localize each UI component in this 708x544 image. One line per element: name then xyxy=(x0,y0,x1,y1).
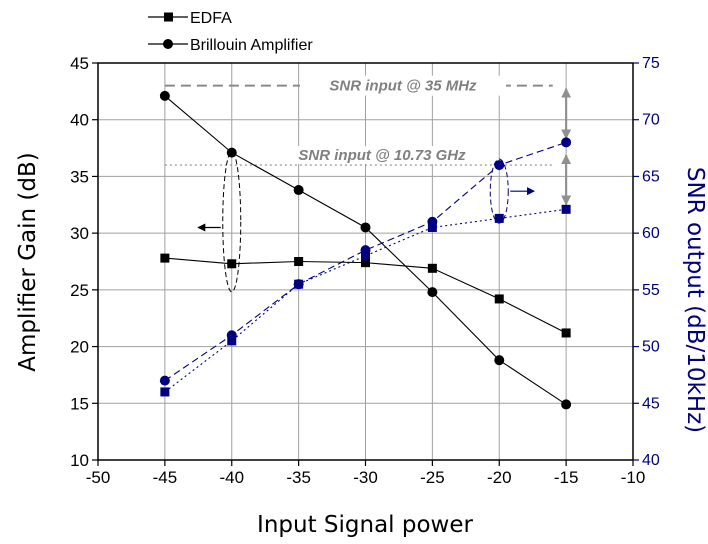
y-tick-label: 25 xyxy=(70,281,89,300)
series-3-point xyxy=(227,336,237,346)
snr-35mhz-label: SNR input @ 35 MHz xyxy=(329,78,477,95)
series-2-point xyxy=(494,355,505,366)
y2-tick-label: 55 xyxy=(642,282,660,299)
series-2-point xyxy=(293,185,304,196)
series-1-point xyxy=(561,328,571,338)
x-tick-label: -10 xyxy=(621,468,646,487)
x-tick-label: -15 xyxy=(554,468,579,487)
series-1-point xyxy=(361,258,370,268)
snr-1073ghz-label: SNR input @ 10.73 GHz xyxy=(298,147,466,164)
series-4-point xyxy=(159,375,170,386)
x-tick-label: -35 xyxy=(286,468,311,487)
y2-tick-label: 75 xyxy=(642,55,660,72)
series-2-point xyxy=(159,90,170,101)
y2-tick-label: 50 xyxy=(642,339,660,356)
y-tick-label: 40 xyxy=(70,111,89,130)
legend-label: Brillouin Amplifier xyxy=(190,37,313,54)
y-tick-label: 10 xyxy=(70,451,89,470)
series-1-point xyxy=(227,259,237,269)
annotations: SNR input @ 35 MHz SNR input @ 10.73 GHz xyxy=(164,75,572,293)
y2-axis-title: SNR output (dB/10kHz) xyxy=(682,167,708,433)
series-3-point xyxy=(561,204,571,214)
y-axis-title: Amplifier Gain (dB) xyxy=(15,152,41,371)
series-1-point xyxy=(427,263,437,273)
y2-tick-label: 65 xyxy=(642,168,660,185)
y2-tick-label: 45 xyxy=(642,395,660,412)
series-4-point xyxy=(494,160,505,171)
legend-marker xyxy=(163,39,173,49)
series-2-point xyxy=(360,222,371,233)
series-4-point xyxy=(360,245,371,256)
snr-35mhz-label-background xyxy=(300,75,506,96)
series-2-point xyxy=(561,399,572,410)
snr-1073ghz-label-background xyxy=(268,146,498,165)
x-tick-label: -20 xyxy=(487,468,512,487)
series-3-point xyxy=(427,222,437,232)
series-3-point xyxy=(361,251,370,261)
left-axis-ellipse xyxy=(222,151,242,293)
series-1-point xyxy=(494,294,504,304)
x-tick-label: -45 xyxy=(153,468,178,487)
y-tick-label: 35 xyxy=(70,167,89,186)
series-1-point xyxy=(294,257,304,266)
series-2-point xyxy=(226,147,237,158)
y2-tick-label: 70 xyxy=(642,112,660,129)
series-3-point xyxy=(160,387,170,397)
series-4-point xyxy=(293,279,304,290)
right-axis-ellipse xyxy=(489,158,509,224)
y-tick-label: 45 xyxy=(70,54,89,73)
series-4-point xyxy=(561,137,572,148)
x-axis-title: Input Signal power xyxy=(257,512,473,538)
y-tick-label: 30 xyxy=(70,224,89,243)
legend-marker xyxy=(164,12,173,22)
series-4-point xyxy=(226,330,237,341)
x-tick-label: -30 xyxy=(353,468,378,487)
legend: EDFA Brillouin Amplifier xyxy=(148,10,313,54)
y2-tick-label: 60 xyxy=(642,225,660,242)
y-tick-label: 20 xyxy=(70,338,89,357)
legend-label: EDFA xyxy=(190,10,232,27)
x-tick-label: -50 xyxy=(86,468,111,487)
series-1-point xyxy=(160,253,170,263)
x-tick-label: -25 xyxy=(420,468,445,487)
series-layer xyxy=(159,90,572,410)
series-2-point xyxy=(427,287,438,298)
y2-tick-label: 40 xyxy=(642,452,660,469)
series-3-point xyxy=(494,213,504,223)
series-4-point xyxy=(427,216,438,227)
grid xyxy=(98,63,633,460)
y-tick-label: 15 xyxy=(70,394,89,413)
axis-ticks: -50 -45 -40 -35 -30 -25 -20 -15 -10 10 15 20 25 30 35 4… xyxy=(70,54,660,487)
x-tick-label: -40 xyxy=(219,468,244,487)
